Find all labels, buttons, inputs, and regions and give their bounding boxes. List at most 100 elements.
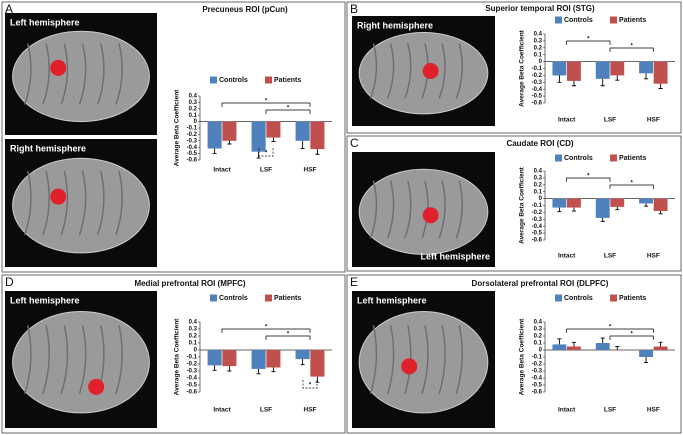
legend-label: Patients [274,77,301,84]
error-bar [600,337,605,343]
y-tick-label: -0.3 [187,369,198,375]
significance-star: * [287,332,290,338]
legend-label: Controls [564,295,593,302]
x-tick-label: LSF [260,407,272,414]
bar [610,61,625,76]
sulcus [97,170,105,236]
bar [266,121,281,138]
brain-surface [12,311,150,414]
image-label: Right hemisphere [357,20,433,30]
error-bar [615,206,620,211]
x-tick-label: Intact [558,407,576,414]
sulcus [438,180,446,239]
significance-bracket [566,177,611,182]
sulcus [115,170,123,236]
x-tick-label: LSF [604,117,616,124]
y-tick-label: 0.3 [534,327,543,333]
significance-star: * [265,151,268,157]
sulcus [387,43,395,99]
legend-label: Patients [619,17,646,24]
y-tick-label: -0.2 [187,132,198,138]
significance-bracket [221,328,311,333]
legend-swatch [610,294,617,302]
brain-surface [358,311,489,414]
legend-swatch [210,294,217,302]
bar [639,61,653,74]
panel-frame [1,1,346,273]
error-bar [300,140,305,149]
y-tick-label: 0.1 [534,341,543,347]
sulcus [455,43,463,99]
legend-swatch [265,76,272,84]
significance-star: * [265,99,268,105]
panel-letter: B [350,2,358,16]
panel-title: Caudate ROI (CD) [506,139,573,148]
y-tick-label: -0.2 [532,210,543,216]
significance-star: * [630,44,633,50]
y-tick-label: -0.3 [532,217,543,223]
error-bar [557,338,562,345]
legend-label: Controls [564,155,593,162]
legend-label: Controls [219,295,248,302]
y-tick-label: -0.3 [187,138,198,144]
panel: C Caudate ROI (CD)Left hemisphere0.40.30.… [346,135,682,272]
sulcus [387,180,395,239]
bar [207,350,222,366]
bar [295,121,310,141]
error-bar [571,207,576,212]
significance-bracket [258,148,274,157]
error-bar [644,73,649,80]
bar [567,198,581,208]
image-label: Right hemisphere [10,143,86,153]
bar [251,350,266,369]
y-tick-label: -0.4 [532,224,543,230]
legend-swatch [555,154,562,162]
sulcus [78,43,87,105]
y-tick-label: -0.1 [532,355,543,361]
y-tick-label: 0.4 [189,94,198,100]
error-bar [227,366,232,372]
bar [222,121,237,141]
sulcus [404,43,412,99]
error-bar [227,140,232,145]
significance-bracket [609,335,654,340]
panel: D Medial prefrontal ROI (MPFC) Left hemisp… [1,274,346,434]
bar [207,121,222,149]
sulcus [421,325,429,394]
error-bar [557,75,562,83]
bar [610,350,625,351]
error-bar [600,217,605,222]
x-tick-label: Intact [213,407,231,414]
significance-star: * [630,181,633,187]
panel-letter: D [5,275,14,289]
x-tick-label: HSF [304,167,317,174]
error-bar [300,359,305,366]
y-tick-label: -0.2 [532,362,543,368]
y-tick-label: -0.3 [532,369,543,375]
y-tick-label: -0.4 [532,87,543,93]
sulcus [24,43,32,105]
panel: A Precuneus ROI (pCun) Left hemisphere Righ… [1,1,346,273]
bar [251,121,266,152]
image-label: Left hemisphere [420,251,490,261]
y-tick-label: 0.3 [534,38,543,44]
sulcus [438,43,446,99]
bar [266,350,281,368]
sulcus [24,170,32,236]
y-axis-label: Average Beta Coefficient [174,89,181,167]
sulcus [42,325,50,394]
x-tick-label: HSF [647,407,660,414]
roi-blob [422,207,439,224]
error-bar [571,341,576,347]
bar [567,346,581,350]
panel-title: Precuneus ROI (pCun) [202,5,288,14]
y-tick-label: 0.1 [534,52,543,58]
x-tick-label: Intact [558,253,576,260]
sulcus [97,43,105,105]
panel-frame [1,274,346,434]
sulcus [60,325,69,394]
bar [552,61,567,76]
y-tick-label: -0.1 [532,66,543,72]
panel-letter: C [350,136,359,150]
significance-star: * [630,332,633,338]
